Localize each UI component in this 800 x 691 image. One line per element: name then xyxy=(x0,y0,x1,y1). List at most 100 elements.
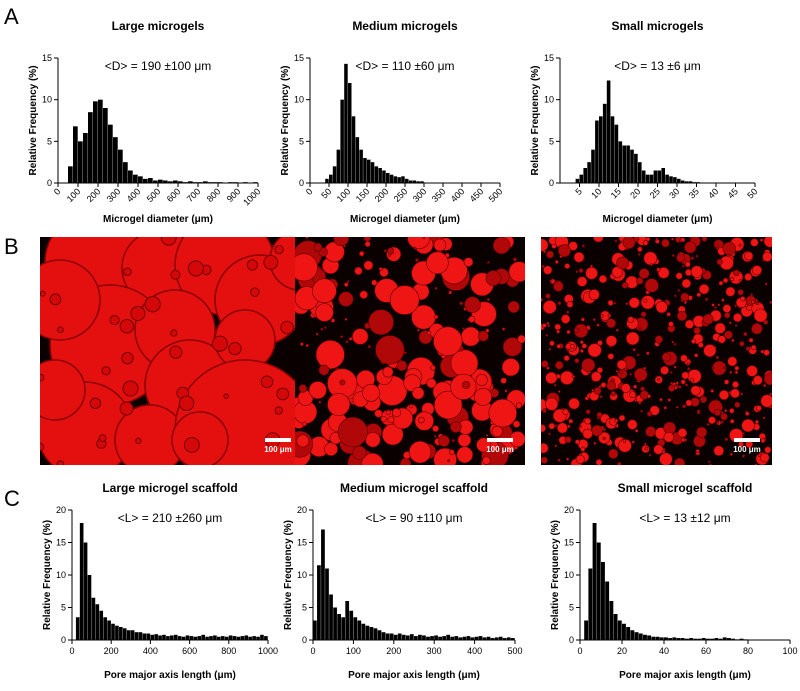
microgel xyxy=(302,421,307,427)
microgel xyxy=(382,366,394,378)
microgel xyxy=(57,326,64,334)
bar xyxy=(134,632,139,640)
microgel xyxy=(617,461,622,465)
microgel xyxy=(566,457,570,461)
bar xyxy=(329,594,333,640)
microgel xyxy=(507,300,520,313)
y-tick-label: 10 xyxy=(297,570,307,580)
microgel xyxy=(545,397,559,411)
microgel xyxy=(40,290,46,297)
y-tick-label: 5 xyxy=(302,603,307,613)
bar xyxy=(591,149,595,183)
microgel xyxy=(769,301,772,304)
microgel xyxy=(700,397,704,401)
microgel xyxy=(581,343,588,349)
bar xyxy=(317,565,321,640)
microgel xyxy=(491,425,503,437)
bar xyxy=(79,523,84,640)
bar xyxy=(148,178,153,183)
annotation: <D> = 13 ±6 μm xyxy=(614,59,701,73)
microgel xyxy=(488,398,517,428)
microgel xyxy=(701,237,708,242)
microgel xyxy=(501,358,520,377)
bar xyxy=(710,638,715,640)
bar xyxy=(673,177,677,183)
microgel xyxy=(508,261,525,283)
microgel xyxy=(755,405,762,412)
microgel xyxy=(659,397,663,402)
microgel xyxy=(487,261,490,264)
microgel xyxy=(596,367,604,374)
bar xyxy=(583,168,587,183)
microgel xyxy=(702,313,714,325)
microgel xyxy=(640,295,655,310)
y-axis-label: Relative Frequency (%) xyxy=(550,520,561,630)
microgel xyxy=(460,326,481,347)
microgel xyxy=(228,341,242,356)
microgel xyxy=(718,389,730,401)
microgel xyxy=(49,293,62,306)
microgel xyxy=(671,237,675,241)
microgel xyxy=(680,379,686,385)
bar xyxy=(128,170,133,183)
bar xyxy=(143,178,148,183)
microgel xyxy=(655,301,668,314)
bar xyxy=(188,181,193,183)
y-tick-label: 10 xyxy=(42,95,52,105)
microgel xyxy=(169,345,183,359)
bar xyxy=(677,178,681,183)
microgel xyxy=(486,298,490,301)
microgel xyxy=(640,311,647,318)
microgel xyxy=(573,251,585,263)
microgel xyxy=(568,418,574,424)
bar xyxy=(693,638,698,640)
microgel xyxy=(637,253,641,256)
microgel xyxy=(333,237,349,247)
chart-title: Large microgel scaffold xyxy=(102,481,237,495)
bar xyxy=(397,633,402,640)
x-tick-label: 300 xyxy=(105,186,123,204)
microgel xyxy=(130,305,146,321)
bar xyxy=(617,620,622,640)
microgel xyxy=(744,251,754,261)
chart-title: Large microgels xyxy=(112,19,205,33)
x-tick-label: 40 xyxy=(659,646,669,656)
y-tick-label: 20 xyxy=(297,505,307,515)
microgel xyxy=(403,374,421,392)
microgel xyxy=(581,244,586,248)
panel-label: A xyxy=(4,4,19,29)
microgel xyxy=(717,303,721,307)
microgel xyxy=(622,439,627,443)
microgel xyxy=(676,310,688,321)
microgel xyxy=(434,286,438,290)
bar xyxy=(95,604,100,640)
microgel xyxy=(734,401,741,408)
microgel xyxy=(720,411,724,414)
microgel xyxy=(734,324,738,327)
microgel xyxy=(743,332,748,337)
microgel xyxy=(614,418,619,423)
bar xyxy=(142,633,147,640)
microgel xyxy=(502,337,523,357)
bar xyxy=(596,542,601,640)
microgel xyxy=(632,348,636,352)
microgel xyxy=(710,389,715,393)
microgel xyxy=(663,431,675,443)
microgel xyxy=(709,463,712,465)
microgel xyxy=(636,277,644,285)
microgel xyxy=(607,353,615,360)
microgel xyxy=(621,282,629,289)
microgel xyxy=(462,327,465,330)
microgel xyxy=(346,280,350,283)
microgel xyxy=(729,370,733,374)
microgel xyxy=(585,409,591,415)
microgel xyxy=(485,270,502,286)
microgel xyxy=(760,452,770,463)
microgel xyxy=(170,329,178,337)
microgel xyxy=(741,432,745,436)
bar xyxy=(333,607,337,640)
bar xyxy=(83,542,88,640)
microgel xyxy=(178,395,195,412)
bar xyxy=(614,124,619,183)
microgel xyxy=(517,334,525,344)
